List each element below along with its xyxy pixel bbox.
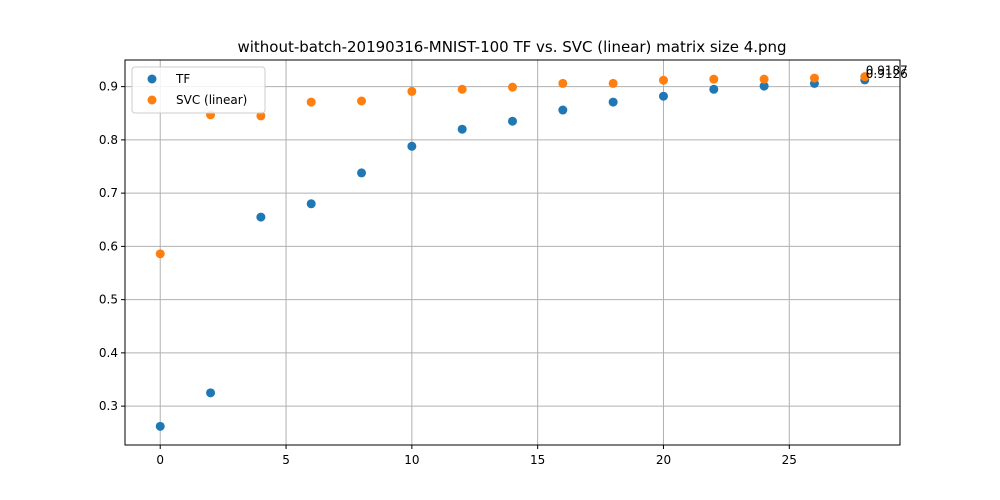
data-point-svc bbox=[306, 97, 316, 107]
data-point-tf bbox=[457, 124, 467, 134]
data-point-tf bbox=[306, 199, 316, 209]
annotation-label: 0.9187 bbox=[866, 64, 908, 78]
data-point-svc bbox=[155, 249, 165, 259]
data-point-tf bbox=[759, 81, 769, 91]
legend-box bbox=[131, 66, 266, 114]
data-point-tf bbox=[206, 388, 216, 398]
data-point-svc bbox=[256, 111, 266, 121]
data-point-tf bbox=[608, 97, 618, 107]
data-point-tf bbox=[658, 91, 668, 101]
data-point-svc bbox=[407, 86, 417, 96]
legend-marker bbox=[147, 74, 157, 84]
data-point-svc bbox=[809, 73, 819, 83]
y-tick-label: 0.5 bbox=[99, 293, 118, 307]
annotation-label: 0.9126 bbox=[866, 67, 908, 81]
data-point-svc bbox=[658, 75, 668, 85]
data-point-svc bbox=[508, 82, 517, 92]
y-tick-label: 0.9 bbox=[99, 80, 118, 94]
data-point-tf bbox=[558, 105, 568, 115]
data-point-svc bbox=[608, 78, 618, 88]
x-tick-label: 10 bbox=[404, 453, 419, 467]
x-tick-label: 25 bbox=[782, 453, 797, 467]
data-point-tf bbox=[508, 116, 517, 126]
data-point-svc bbox=[558, 78, 568, 88]
data-point-tf bbox=[709, 84, 719, 94]
y-tick-label: 0.3 bbox=[99, 399, 118, 413]
x-tick-label: 5 bbox=[282, 453, 290, 467]
data-point-svc bbox=[759, 74, 769, 84]
x-tick-label: 15 bbox=[530, 453, 545, 467]
data-point-svc bbox=[457, 84, 467, 94]
plot-frame bbox=[124, 59, 901, 446]
x-tick-label: 20 bbox=[656, 453, 671, 467]
data-point-svc bbox=[709, 74, 719, 84]
legend-marker bbox=[147, 95, 157, 105]
data-points bbox=[155, 72, 870, 431]
legend-label: SVC (linear) bbox=[176, 93, 247, 107]
y-tick-label: 0.7 bbox=[99, 186, 118, 200]
legend-label: TF bbox=[175, 72, 190, 86]
chart-title: without-batch-20190316-MNIST-100 TF vs. … bbox=[237, 38, 786, 56]
axis-ticks: 0 5 10 15 20 25 0.3 0.4 0.5 0.6 0.7 0.8 0.9 bbox=[99, 80, 797, 467]
data-point-svc bbox=[860, 72, 870, 82]
x-tick-label: 0 bbox=[156, 453, 164, 467]
data-point-tf bbox=[256, 212, 266, 222]
data-point-svc bbox=[357, 96, 367, 106]
y-tick-label: 0.4 bbox=[99, 346, 118, 360]
legend: TF SVC (linear) bbox=[131, 66, 266, 114]
y-tick-label: 0.8 bbox=[99, 133, 118, 147]
y-tick-label: 0.6 bbox=[99, 239, 118, 253]
data-point-tf bbox=[357, 168, 367, 178]
data-point-tf bbox=[407, 141, 417, 151]
data-point-tf bbox=[155, 421, 165, 431]
